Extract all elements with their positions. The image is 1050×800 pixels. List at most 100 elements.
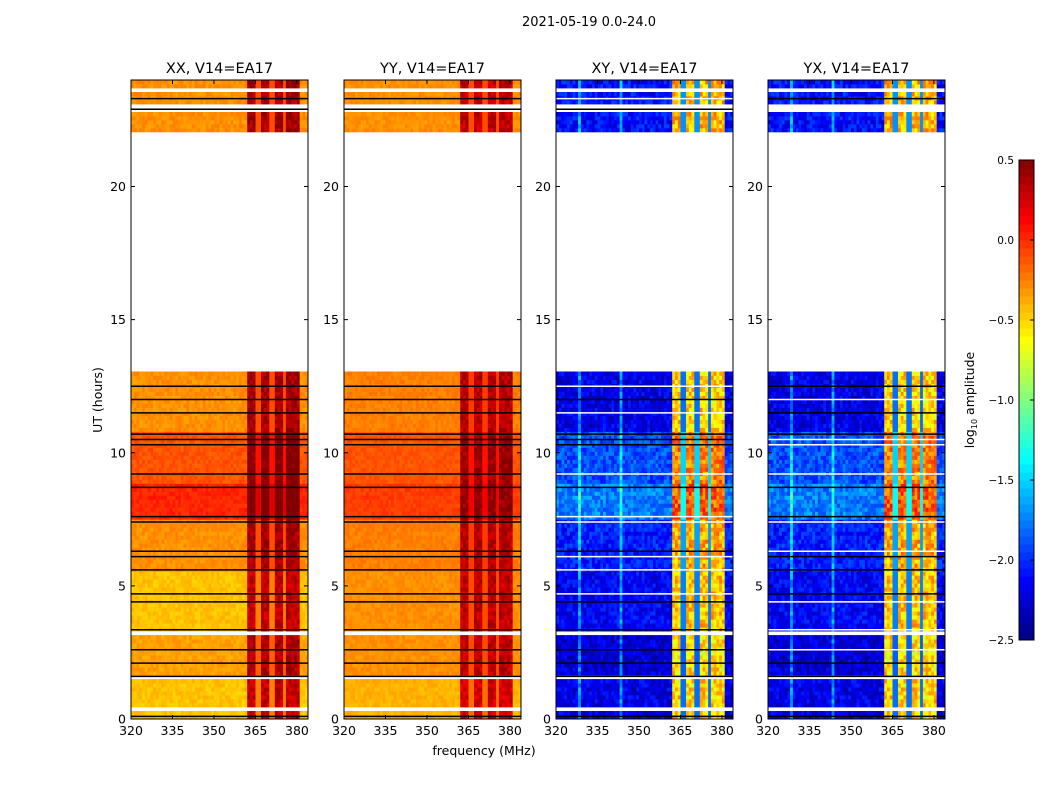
heatmap-cell: [156, 691, 159, 695]
heatmap-cell: [192, 475, 195, 479]
heatmap-cell: [178, 459, 181, 463]
heatmap-cell: [211, 507, 214, 511]
heatmap-cell: [289, 459, 292, 463]
heatmap-cell: [153, 531, 156, 535]
heatmap-cell: [186, 603, 189, 607]
heatmap-cell: [186, 623, 189, 627]
heatmap-cell: [258, 639, 261, 643]
heatmap-cell: [291, 499, 294, 503]
heatmap-cell: [283, 559, 286, 563]
heatmap-cell: [200, 455, 203, 459]
heatmap-cell: [137, 511, 140, 515]
heatmap-cell: [161, 643, 164, 647]
heatmap-cell: [242, 559, 245, 563]
heatmap-cell: [164, 475, 167, 479]
heatmap-cell: [244, 491, 247, 495]
heatmap-cell: [164, 527, 167, 531]
heatmap-cell: [208, 527, 211, 531]
heatmap-cell: [300, 527, 303, 531]
heatmap-cell: [300, 455, 303, 459]
heatmap-cell: [203, 507, 206, 511]
heatmap-cell: [192, 611, 195, 615]
heatmap-cell: [170, 651, 173, 655]
heatmap-cell: [186, 475, 189, 479]
heatmap-cell: [253, 535, 256, 539]
heatmap-cell: [261, 691, 264, 695]
heatmap-cell: [211, 467, 214, 471]
heatmap-cell: [280, 571, 283, 575]
heatmap-cell: [258, 451, 261, 455]
heatmap-cell: [228, 603, 231, 607]
heatmap-cell: [192, 607, 195, 611]
heatmap-cell: [233, 539, 236, 543]
heatmap-cell: [145, 455, 148, 459]
heatmap-cell: [184, 651, 187, 655]
heatmap-cell: [258, 475, 261, 479]
heatmap-cell: [200, 463, 203, 467]
heatmap-cell: [145, 615, 148, 619]
heatmap-cell: [267, 543, 270, 547]
heatmap-cell: [156, 623, 159, 627]
heatmap-cell: [280, 416, 283, 420]
heatmap-cell: [233, 543, 236, 547]
heatmap-cell: [195, 479, 198, 483]
heatmap-cell: [267, 603, 270, 607]
heatmap-cell: [153, 587, 156, 591]
heatmap-cell: [244, 619, 247, 623]
heatmap-cell: [192, 575, 195, 579]
heatmap-cell: [300, 507, 303, 511]
heatmap-cell: [217, 463, 220, 467]
heatmap-cell: [195, 424, 198, 428]
heatmap-cell: [253, 651, 256, 655]
heatmap-cell: [153, 507, 156, 511]
heatmap-cell: [280, 424, 283, 428]
heatmap-cell: [220, 559, 223, 563]
heatmap-cell: [267, 511, 270, 515]
heatmap-cell: [275, 499, 278, 503]
heatmap-cell: [137, 404, 140, 408]
heatmap-cell: [173, 635, 176, 639]
heatmap-cell: [184, 416, 187, 420]
heatmap-cell: [217, 671, 220, 675]
heatmap-cell: [200, 559, 203, 563]
heatmap-cell: [203, 424, 206, 428]
heatmap-cell: [184, 543, 187, 547]
heatmap-cell: [217, 587, 220, 591]
heatmap-cell: [267, 531, 270, 535]
heatmap-cell: [156, 543, 159, 547]
heatmap-cell: [184, 479, 187, 483]
heatmap-cell: [297, 451, 300, 455]
heatmap-cell: [300, 404, 303, 408]
heatmap-cell: [275, 699, 278, 703]
heatmap-cell: [250, 563, 253, 567]
heatmap-cell: [148, 475, 151, 479]
heatmap-cell: [156, 475, 159, 479]
heatmap-cell: [164, 531, 167, 535]
heatmap-cell: [275, 691, 278, 695]
heatmap-cell: [139, 523, 142, 527]
heatmap-cell: [156, 651, 159, 655]
heatmap-cell: [253, 507, 256, 511]
heatmap-cell: [242, 543, 245, 547]
heatmap-cell: [261, 463, 264, 467]
heatmap-cell: [225, 447, 228, 451]
heatmap-cell: [153, 611, 156, 615]
heatmap-cell: [261, 595, 264, 599]
heatmap-cell: [258, 683, 261, 687]
heatmap-cell: [164, 571, 167, 575]
heatmap-cell: [186, 683, 189, 687]
heatmap-cell: [217, 479, 220, 483]
heatmap-cell: [228, 451, 231, 455]
heatmap-cell: [186, 695, 189, 699]
heatmap-cell: [291, 603, 294, 607]
heatmap-cell: [208, 404, 211, 408]
heatmap-cell: [283, 699, 286, 703]
heatmap-cell: [253, 603, 256, 607]
heatmap-cell: [233, 559, 236, 563]
heatmap-cell: [192, 491, 195, 495]
heatmap-cell: [186, 416, 189, 420]
heatmap-cell: [253, 571, 256, 575]
heatmap-cell: [186, 615, 189, 619]
heatmap-cell: [186, 559, 189, 563]
heatmap-cell: [164, 511, 167, 515]
